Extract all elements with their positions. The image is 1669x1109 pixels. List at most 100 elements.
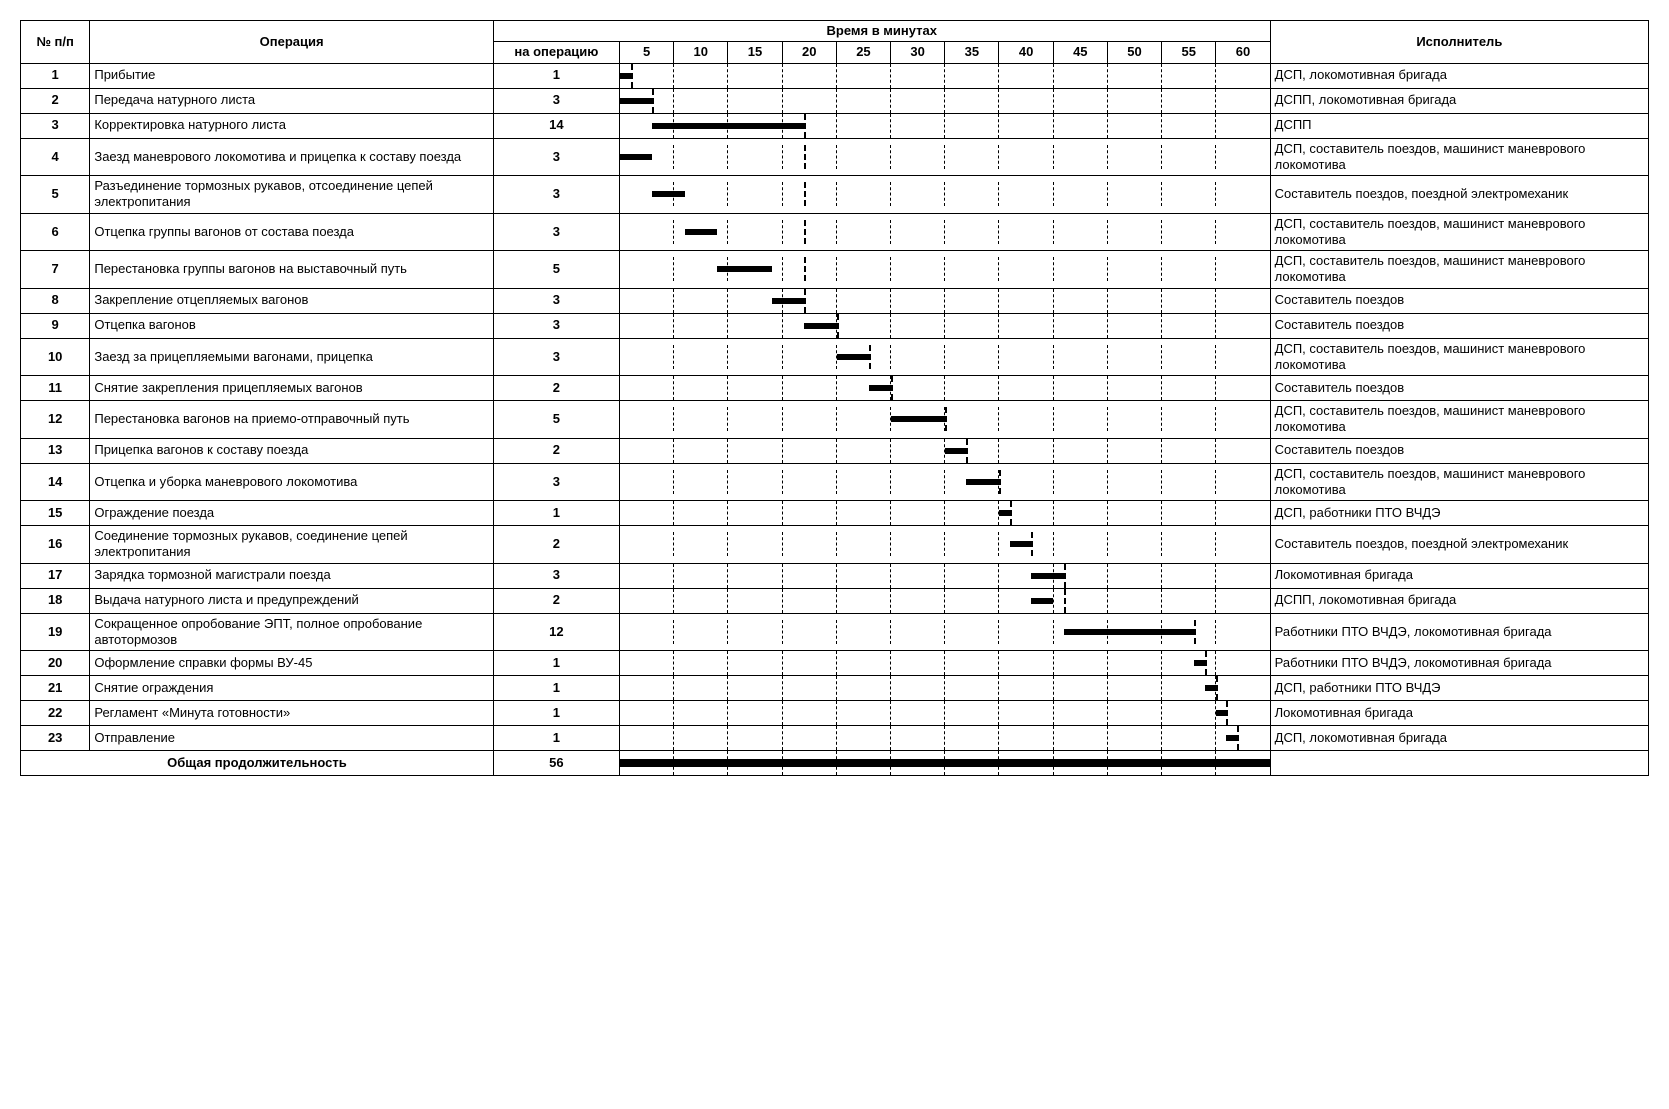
table-row: 13Прицепка вагонов к составу поезда2Сост…: [21, 438, 1649, 463]
row-executor: ДСП, составитель поездов, машинист манев…: [1270, 463, 1648, 501]
row-duration: 5: [493, 251, 619, 289]
row-operation: Соединение тормозных рукавов, соединение…: [90, 526, 494, 564]
row-executor: Составитель поездов: [1270, 376, 1648, 401]
gantt-bar: [620, 73, 631, 79]
gantt-cell: [619, 376, 1270, 401]
row-operation: Корректировка натурного листа: [90, 113, 494, 138]
gantt-cell: [619, 88, 1270, 113]
table-row: 11Снятие закрепления прицепляемых вагоно…: [21, 376, 1649, 401]
row-executor: ДСПП, локомотивная бригада: [1270, 588, 1648, 613]
row-duration: 1: [493, 701, 619, 726]
gantt-bar: [1031, 573, 1063, 579]
row-operation: Отцепка вагонов: [90, 313, 494, 338]
table-row: 7Перестановка группы вагонов на выставоч…: [21, 251, 1649, 289]
row-operation: Отцепка и уборка маневрового локомотива: [90, 463, 494, 501]
row-duration: 5: [493, 401, 619, 439]
gantt-bar: [652, 191, 684, 197]
row-executor: Работники ПТО ВЧДЭ, локомотивная бригада: [1270, 651, 1648, 676]
row-executor: Составитель поездов: [1270, 438, 1648, 463]
row-duration: 3: [493, 88, 619, 113]
header-op: Операция: [90, 21, 494, 64]
row-operation: Закрепление отцепляемых вагонов: [90, 288, 494, 313]
row-executor: ДСП, составитель поездов, машинист манев…: [1270, 213, 1648, 251]
gantt-bar: [999, 510, 1010, 516]
table-row: 8Закрепление отцепляемых вагонов3Состави…: [21, 288, 1649, 313]
gantt-cell: [619, 401, 1270, 439]
row-operation: Оформление справки формы ВУ-45: [90, 651, 494, 676]
gantt-bar: [891, 416, 945, 422]
critical-path-segment: [1216, 676, 1218, 700]
row-number: 18: [21, 588, 90, 613]
gantt-cell: [619, 676, 1270, 701]
critical-path-segment: [1010, 501, 1012, 525]
gantt-cell: [619, 288, 1270, 313]
gantt-cell: [619, 701, 1270, 726]
critical-path-segment: [804, 182, 806, 206]
table-row: 21Снятие ограждения1ДСП, работники ПТО В…: [21, 676, 1649, 701]
row-number: 11: [21, 376, 90, 401]
row-operation: Перестановка группы вагонов на выставочн…: [90, 251, 494, 289]
row-duration: 1: [493, 63, 619, 88]
critical-path-segment: [1031, 532, 1033, 556]
gantt-cell: [619, 613, 1270, 651]
critical-path-segment: [631, 64, 633, 88]
row-executor: Работники ПТО ВЧДЭ, локомотивная бригада: [1270, 613, 1648, 651]
critical-path-segment: [1226, 701, 1228, 725]
critical-path-segment: [945, 407, 947, 431]
header-tick: 20: [782, 42, 836, 63]
critical-path-segment: [966, 439, 968, 463]
table-row: 5Разъединение тормозных рукавов, отсоеди…: [21, 176, 1649, 214]
row-duration: 1: [493, 726, 619, 751]
row-operation: Ограждение поезда: [90, 501, 494, 526]
row-duration: 3: [493, 213, 619, 251]
gantt-bar: [1216, 710, 1227, 716]
table-row: 18Выдача натурного листа и предупреждени…: [21, 588, 1649, 613]
critical-path-segment: [891, 376, 893, 400]
gantt-bar: [772, 298, 804, 304]
row-operation: Выдача натурного листа и предупреждений: [90, 588, 494, 613]
footer-exec: [1270, 751, 1648, 776]
row-duration: 3: [493, 288, 619, 313]
header-tick: 10: [674, 42, 728, 63]
table-row: 1Прибытие1ДСП, локомотивная бригада: [21, 63, 1649, 88]
row-operation: Сокращенное опробование ЭПТ, полное опро…: [90, 613, 494, 651]
row-duration: 2: [493, 438, 619, 463]
critical-path-segment: [804, 114, 806, 138]
row-number: 3: [21, 113, 90, 138]
row-executor: Локомотивная бригада: [1270, 701, 1648, 726]
table-row: 23Отправление1ДСП, локомотивная бригада: [21, 726, 1649, 751]
row-duration: 3: [493, 313, 619, 338]
row-number: 23: [21, 726, 90, 751]
row-number: 16: [21, 526, 90, 564]
gantt-bar: [1205, 685, 1216, 691]
row-duration: 3: [493, 338, 619, 376]
row-number: 15: [21, 501, 90, 526]
row-executor: ДСП, составитель поездов, машинист манев…: [1270, 338, 1648, 376]
gantt-bar: [869, 385, 891, 391]
table-row: 14Отцепка и уборка маневрового локомотив…: [21, 463, 1649, 501]
gantt-cell: [619, 651, 1270, 676]
row-number: 7: [21, 251, 90, 289]
table-row: 12Перестановка вагонов на приемо-отправо…: [21, 401, 1649, 439]
critical-path-segment: [837, 314, 839, 338]
gantt-cell: [619, 113, 1270, 138]
gantt-bar: [1226, 735, 1237, 741]
gantt-cell: [619, 138, 1270, 176]
row-number: 19: [21, 613, 90, 651]
gantt-cell: [619, 563, 1270, 588]
header-tick: 40: [999, 42, 1053, 63]
row-operation: Зарядка тормозной магистрали поезда: [90, 563, 494, 588]
row-number: 10: [21, 338, 90, 376]
critical-path-segment: [804, 257, 806, 281]
gantt-cell: [619, 251, 1270, 289]
table-row: 6Отцепка группы вагонов от состава поезд…: [21, 213, 1649, 251]
row-executor: ДСП, локомотивная бригада: [1270, 726, 1648, 751]
critical-path-segment: [652, 89, 654, 113]
gantt-bar: [837, 354, 869, 360]
gantt-bar: [652, 123, 804, 129]
row-number: 5: [21, 176, 90, 214]
row-operation: Заезд за прицепляемыми вагонами, прицепк…: [90, 338, 494, 376]
row-operation: Снятие закрепления прицепляемых вагонов: [90, 376, 494, 401]
gantt-cell: [619, 501, 1270, 526]
row-executor: Составитель поездов: [1270, 313, 1648, 338]
